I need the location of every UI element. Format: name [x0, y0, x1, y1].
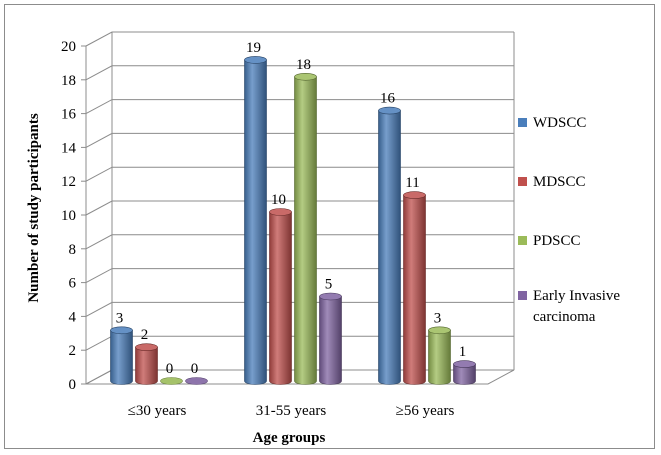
bar	[244, 56, 267, 385]
bar	[453, 360, 476, 385]
bar	[428, 326, 451, 385]
legend: WDSCC MDSCC PDSCC Early Invasive carcinoma	[518, 115, 620, 325]
data-label: 0	[191, 361, 199, 377]
gridline	[85, 31, 514, 47]
legend-label: PDSCC	[533, 233, 581, 249]
data-label: 10	[271, 192, 286, 208]
legend-swatch	[518, 177, 527, 186]
y-axis-ticks: 0 2 4 6 8 10 12 14 16 18 20	[61, 39, 86, 393]
data-label: 3	[434, 310, 442, 326]
legend-swatch	[518, 236, 527, 245]
bar	[160, 377, 183, 385]
x-tick-label: ≥56 years	[396, 403, 455, 419]
bar	[110, 326, 133, 385]
data-labels: 3 2 0 0 19 10 18 5 16 11 3 1	[116, 40, 467, 377]
x-tick-label: 31-55 years	[256, 403, 327, 419]
y-tick-label: 8	[69, 242, 77, 258]
bar	[378, 106, 401, 385]
legend-item: Early Invasive carcinoma	[518, 288, 620, 325]
legend-swatch	[518, 291, 527, 300]
y-tick-label: 14	[61, 140, 77, 156]
data-label: 19	[246, 40, 261, 56]
data-label: 0	[166, 361, 174, 377]
legend-item: WDSCC	[518, 115, 586, 131]
legend-swatch	[518, 118, 527, 127]
y-tick-label: 4	[69, 309, 77, 325]
x-axis-title: Age groups	[253, 430, 326, 446]
data-label: 2	[141, 327, 149, 343]
bar	[294, 73, 317, 385]
y-tick-label: 20	[61, 39, 76, 55]
data-label: 5	[325, 277, 333, 293]
data-label: 3	[116, 310, 124, 326]
data-label: 16	[380, 91, 396, 107]
y-tick-label: 6	[69, 276, 77, 292]
data-label: 1	[459, 344, 467, 360]
legend-label: Early Invasive	[533, 288, 620, 304]
bar	[403, 191, 426, 385]
bar	[135, 343, 158, 385]
x-axis-ticks: ≤30 years 31-55 years ≥56 years	[128, 403, 455, 419]
y-tick-label: 18	[61, 73, 76, 89]
legend-item: PDSCC	[518, 233, 581, 249]
bars	[110, 56, 476, 385]
y-axis-title: Number of study participants	[26, 113, 42, 302]
y-tick-label: 12	[61, 174, 76, 190]
gridline	[85, 65, 514, 81]
y-tick-label: 16	[61, 107, 77, 123]
bar	[269, 208, 292, 385]
bar	[319, 292, 342, 385]
legend-label: WDSCC	[533, 115, 586, 131]
y-tick-label: 10	[61, 208, 76, 224]
bar	[185, 377, 208, 385]
x-tick-label: ≤30 years	[128, 403, 187, 419]
y-tick-label: 2	[69, 343, 77, 359]
data-label: 18	[296, 57, 311, 73]
legend-item: MDSCC	[518, 174, 586, 190]
data-label: 11	[405, 175, 419, 191]
legend-label: carcinoma	[533, 309, 596, 325]
legend-label: MDSCC	[533, 174, 586, 190]
gridline	[85, 99, 514, 115]
y-tick-label: 0	[69, 377, 77, 393]
